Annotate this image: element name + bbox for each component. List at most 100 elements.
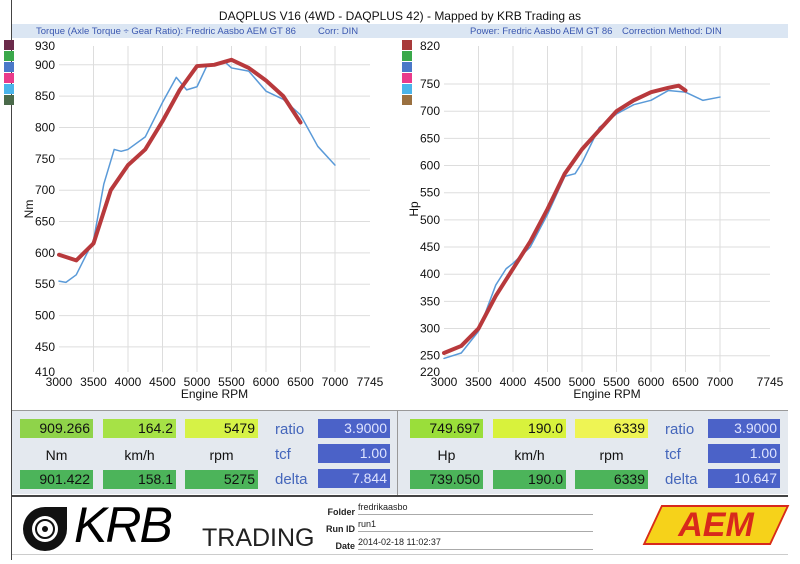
y-tick-label: 900 — [35, 58, 55, 72]
x-tick-label: 7000 — [322, 375, 349, 389]
param-value-0: 3.9000 — [708, 419, 780, 438]
y-tick-label: 650 — [420, 131, 440, 145]
y-tick-label: 350 — [420, 294, 440, 308]
x-tick-label: 3500 — [465, 375, 492, 389]
power-correction: Correction Method: DIN — [622, 26, 722, 37]
legend-swatch — [4, 40, 14, 50]
x-tick-label: 7745 — [757, 375, 784, 389]
param-value-2: 7.844 — [318, 469, 390, 488]
y-tick-label: 410 — [35, 365, 55, 379]
torque-correction: Corr: DIN — [318, 26, 359, 37]
x-tick-label: 5000 — [569, 375, 596, 389]
power-chart: 3000 3500 4000 4500 5000 5500 6000 6500 7000 7745… — [402, 39, 784, 401]
folder-label: Folder — [327, 507, 355, 517]
readout-unit-1: km/h — [514, 447, 545, 463]
y-tick-label: 700 — [420, 104, 440, 118]
y-tick-label: 220 — [420, 365, 440, 379]
legend-swatch — [4, 73, 14, 83]
chart-header-band — [12, 24, 788, 38]
x-tick-label: 3500 — [80, 375, 107, 389]
y-tick-label: 550 — [420, 186, 440, 200]
page-border-left — [11, 0, 12, 560]
footer: KRB TRADING Folder fredrikaasbo Run ID r… — [12, 495, 790, 555]
readout-peak-2: 6339 — [575, 470, 648, 489]
power-chart-title: Power: Fredric Aasbo AEM GT 86 — [470, 26, 613, 37]
param-value-2: 10.647 — [708, 469, 780, 488]
param-label-1: tcf — [275, 446, 291, 463]
readout-current-0: 749.697 — [410, 419, 483, 438]
x-tick-label: 4500 — [149, 375, 176, 389]
param-value-1: 1.00 — [708, 444, 780, 463]
x-tick-label: 5500 — [218, 375, 245, 389]
readout-peak-0: 901.422 — [20, 470, 93, 489]
legend-swatch — [4, 84, 14, 94]
y-tick-label: 250 — [420, 349, 440, 363]
x-tick-label: 6500 — [672, 375, 699, 389]
readout-panel: 909.266 Nm 901.422 ratio 3.9000 164.2 km/h 158.… — [12, 410, 788, 495]
y-tick-label: 500 — [35, 309, 55, 323]
x-tick-label: 3000 — [431, 375, 458, 389]
legend-swatch — [4, 95, 14, 105]
y-tick-label: 750 — [420, 77, 440, 91]
x-tick-label: 5500 — [603, 375, 630, 389]
y-axis-label: Hp — [407, 201, 421, 217]
readout-unit-0: Nm — [45, 447, 68, 463]
legend-swatch — [402, 95, 412, 105]
aem-logo-text: AEM — [678, 506, 754, 544]
y-tick-label: 600 — [420, 159, 440, 173]
x-axis-label: Engine RPM — [181, 387, 248, 401]
x-tick-label: 7000 — [707, 375, 734, 389]
x-tick-label: 6000 — [253, 375, 280, 389]
date-value: 2014-02-18 11:02:37 — [358, 537, 593, 550]
y-tick-label: 300 — [420, 322, 440, 336]
run-id-label: Run ID — [326, 524, 355, 534]
readout-unit-2: rpm — [209, 447, 234, 463]
param-label-0: ratio — [665, 421, 695, 438]
x-tick-label: 5000 — [184, 375, 211, 389]
y-tick-label: 650 — [35, 215, 55, 229]
folder-value: fredrikaasbo — [358, 502, 593, 515]
param-label-2: delta — [275, 471, 308, 488]
readout-current-2: 6339 — [575, 419, 648, 438]
readout-unit-0: Hp — [437, 447, 456, 463]
x-tick-label: 7745 — [357, 375, 384, 389]
readout-peak-0: 739.050 — [410, 470, 483, 489]
aem-logo: AEM — [642, 505, 790, 545]
torque-chart-title: Torque (Axle Torque ÷ Gear Ratio): Fredr… — [36, 26, 296, 37]
y-tick-label: 450 — [35, 340, 55, 354]
krb-logo-sub: TRADING — [202, 524, 315, 552]
x-tick-label: 4500 — [534, 375, 561, 389]
readout-current-1: 190.0 — [493, 419, 566, 438]
legend-swatch — [402, 84, 412, 94]
y-tick-label: 700 — [35, 183, 55, 197]
krb-logo: KRB — [74, 497, 173, 553]
report-title: DAQPLUS V16 (4WD - DAQPLUS 42) - Mapped … — [218, 9, 582, 23]
y-axis-label: Nm — [22, 200, 36, 219]
readout-unit-2: rpm — [599, 447, 624, 463]
readout-current-1: 164.2 — [103, 419, 176, 438]
readout-peak-2: 5275 — [185, 470, 258, 489]
param-label-0: ratio — [275, 421, 305, 438]
readout-unit-1: km/h — [124, 447, 155, 463]
param-label-1: tcf — [665, 446, 681, 463]
param-label-2: delta — [665, 471, 698, 488]
y-tick-label: 850 — [35, 89, 55, 103]
x-tick-label: 6500 — [287, 375, 314, 389]
legend-swatch — [4, 62, 14, 72]
torque-chart: 3000 3500 4000 4500 5000 5500 6000 6500 7000 7745… — [4, 39, 384, 401]
turbo-logo-icon — [23, 507, 67, 551]
x-axis-label: Engine RPM — [573, 387, 640, 401]
x-tick-label: 6000 — [638, 375, 665, 389]
y-tick-label: 500 — [420, 213, 440, 227]
y-tick-label: 400 — [420, 267, 440, 281]
legend-swatch — [402, 51, 412, 61]
y-tick-label: 600 — [35, 246, 55, 260]
legend-swatch — [402, 73, 412, 83]
x-tick-label: 4000 — [115, 375, 142, 389]
readout-current-0: 909.266 — [20, 419, 93, 438]
y-tick-label: 930 — [35, 39, 55, 53]
x-tick-label: 4000 — [500, 375, 527, 389]
legend-swatch — [402, 62, 412, 72]
panel-divider — [397, 411, 398, 495]
y-tick-label: 800 — [35, 121, 55, 135]
